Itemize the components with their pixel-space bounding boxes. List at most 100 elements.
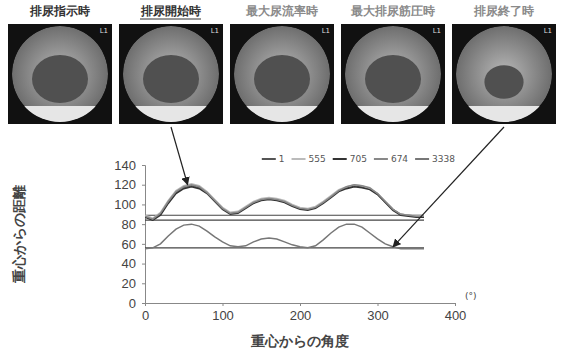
- photo-content: [119, 26, 223, 124]
- photo-panel: L1: [452, 24, 556, 124]
- corner-label: L1: [100, 27, 108, 35]
- y-axis-line: [142, 166, 146, 304]
- y-tick: 140: [114, 158, 145, 173]
- legend-swatch: [262, 158, 276, 160]
- series-line: [145, 224, 424, 249]
- photo-frame: [119, 24, 223, 124]
- corner-label: L1: [322, 27, 330, 35]
- series-line: [145, 185, 424, 220]
- photo-content: [341, 26, 445, 124]
- x-tick-label: 0: [142, 308, 149, 323]
- reference-line: [145, 247, 424, 248]
- photo-content: [230, 26, 334, 124]
- legend-label: 674: [391, 154, 408, 164]
- photo-panel: L1: [230, 24, 334, 124]
- x-tick-mark: [223, 303, 224, 306]
- x-tick-label: 300: [367, 308, 389, 323]
- bladder: [254, 55, 310, 103]
- legend-item: 674: [374, 154, 408, 164]
- y-tick: 100: [114, 197, 145, 212]
- panel-title: 最大排尿筋圧時: [350, 4, 435, 18]
- x-tick-label: 400: [445, 308, 467, 323]
- photo-band: [452, 106, 556, 124]
- legend-item: 3338: [415, 154, 455, 164]
- photo-band: [119, 106, 223, 124]
- y-tick-mark: [142, 185, 145, 186]
- photo-frame: [341, 24, 445, 124]
- series-line: [145, 187, 424, 221]
- x-tick-label: 200: [290, 308, 312, 323]
- photo-frame: [452, 24, 556, 124]
- legend: 1 555 705 674 3338: [262, 154, 455, 164]
- panel-title: 排尿終了時: [473, 4, 534, 18]
- y-tick: 0: [129, 296, 145, 311]
- legend-label: 3338: [432, 154, 455, 164]
- photo-band: [230, 106, 334, 124]
- panel-title: 排尿開始時: [140, 4, 201, 18]
- panel-title: 排尿指示時: [29, 4, 90, 18]
- legend-item: 705: [333, 154, 367, 164]
- y-tick-label: 40: [122, 256, 136, 271]
- bladder: [143, 55, 199, 103]
- x-tick-mark: [300, 303, 301, 306]
- panel-title: 最大尿流率時: [245, 4, 318, 18]
- y-tick-label: 60: [122, 237, 136, 252]
- bladder: [365, 55, 421, 103]
- arrow: [393, 127, 504, 247]
- y-tick-mark: [142, 224, 145, 225]
- bladder: [32, 55, 88, 103]
- y-axis-title: 重心からの距離: [11, 185, 27, 284]
- photo-frame: [230, 24, 334, 124]
- x-tick-label: 100: [212, 308, 234, 323]
- x-tick: 100: [212, 303, 234, 323]
- photo-panel: L1: [8, 24, 112, 124]
- legend-swatch: [415, 158, 429, 160]
- bladder: [484, 65, 523, 99]
- photo-band: [8, 106, 112, 124]
- reference-line: [145, 220, 424, 221]
- y-tick: 20: [122, 276, 145, 291]
- y-tick-label: 140: [114, 158, 136, 173]
- x-axis-line: [146, 304, 456, 307]
- y-tick: 40: [122, 256, 145, 271]
- photo-panel: L1: [119, 24, 223, 124]
- title-underline: [140, 19, 201, 20]
- corner-label: L1: [544, 27, 552, 35]
- y-tick-mark: [142, 244, 145, 245]
- plot-area: [145, 184, 424, 249]
- y-tick-mark: [142, 204, 145, 205]
- x-tick-mark: [455, 303, 456, 306]
- reference-line: [145, 215, 424, 216]
- photo-panel: L1: [341, 24, 445, 124]
- legend-swatch: [333, 158, 347, 160]
- y-tick-mark: [142, 303, 145, 304]
- corner-label: L1: [433, 27, 441, 35]
- legend-label: 555: [309, 154, 326, 164]
- x-tick-mark: [378, 303, 379, 306]
- x-tick: 400: [445, 303, 467, 323]
- y-tick-mark: [142, 283, 145, 284]
- photo-content: [8, 26, 112, 124]
- x-unit-label: (°): [465, 291, 477, 301]
- arrow: [171, 127, 188, 185]
- y-tick-mark: [142, 165, 145, 166]
- y-tick: 80: [122, 217, 145, 232]
- y-axis: 0 20 40 60 80 100 120 140: [114, 158, 145, 311]
- x-axis: 0 100 200 300 400: [142, 303, 466, 323]
- y-tick: 60: [122, 237, 145, 252]
- figure: L1 排尿指示時 L1 排尿開始時 L1 最大尿流率時 L1 最大排尿筋圧時 L1 排尿終了時 0 1…: [0, 0, 566, 356]
- y-tick-mark: [142, 264, 145, 265]
- y-tick-label: 20: [122, 276, 136, 291]
- x-tick: 200: [290, 303, 312, 323]
- photo-content: [452, 26, 556, 124]
- x-tick: 0: [142, 303, 149, 323]
- y-tick-label: 120: [114, 177, 136, 192]
- photo-band: [341, 106, 445, 124]
- series-line: [145, 186, 424, 221]
- legend-swatch: [292, 158, 306, 160]
- legend-label: 705: [350, 154, 367, 164]
- y-tick: 120: [114, 177, 145, 192]
- x-axis-title: 重心からの角度: [250, 333, 349, 349]
- legend-item: 1: [262, 154, 285, 164]
- photo-frame: [8, 24, 112, 124]
